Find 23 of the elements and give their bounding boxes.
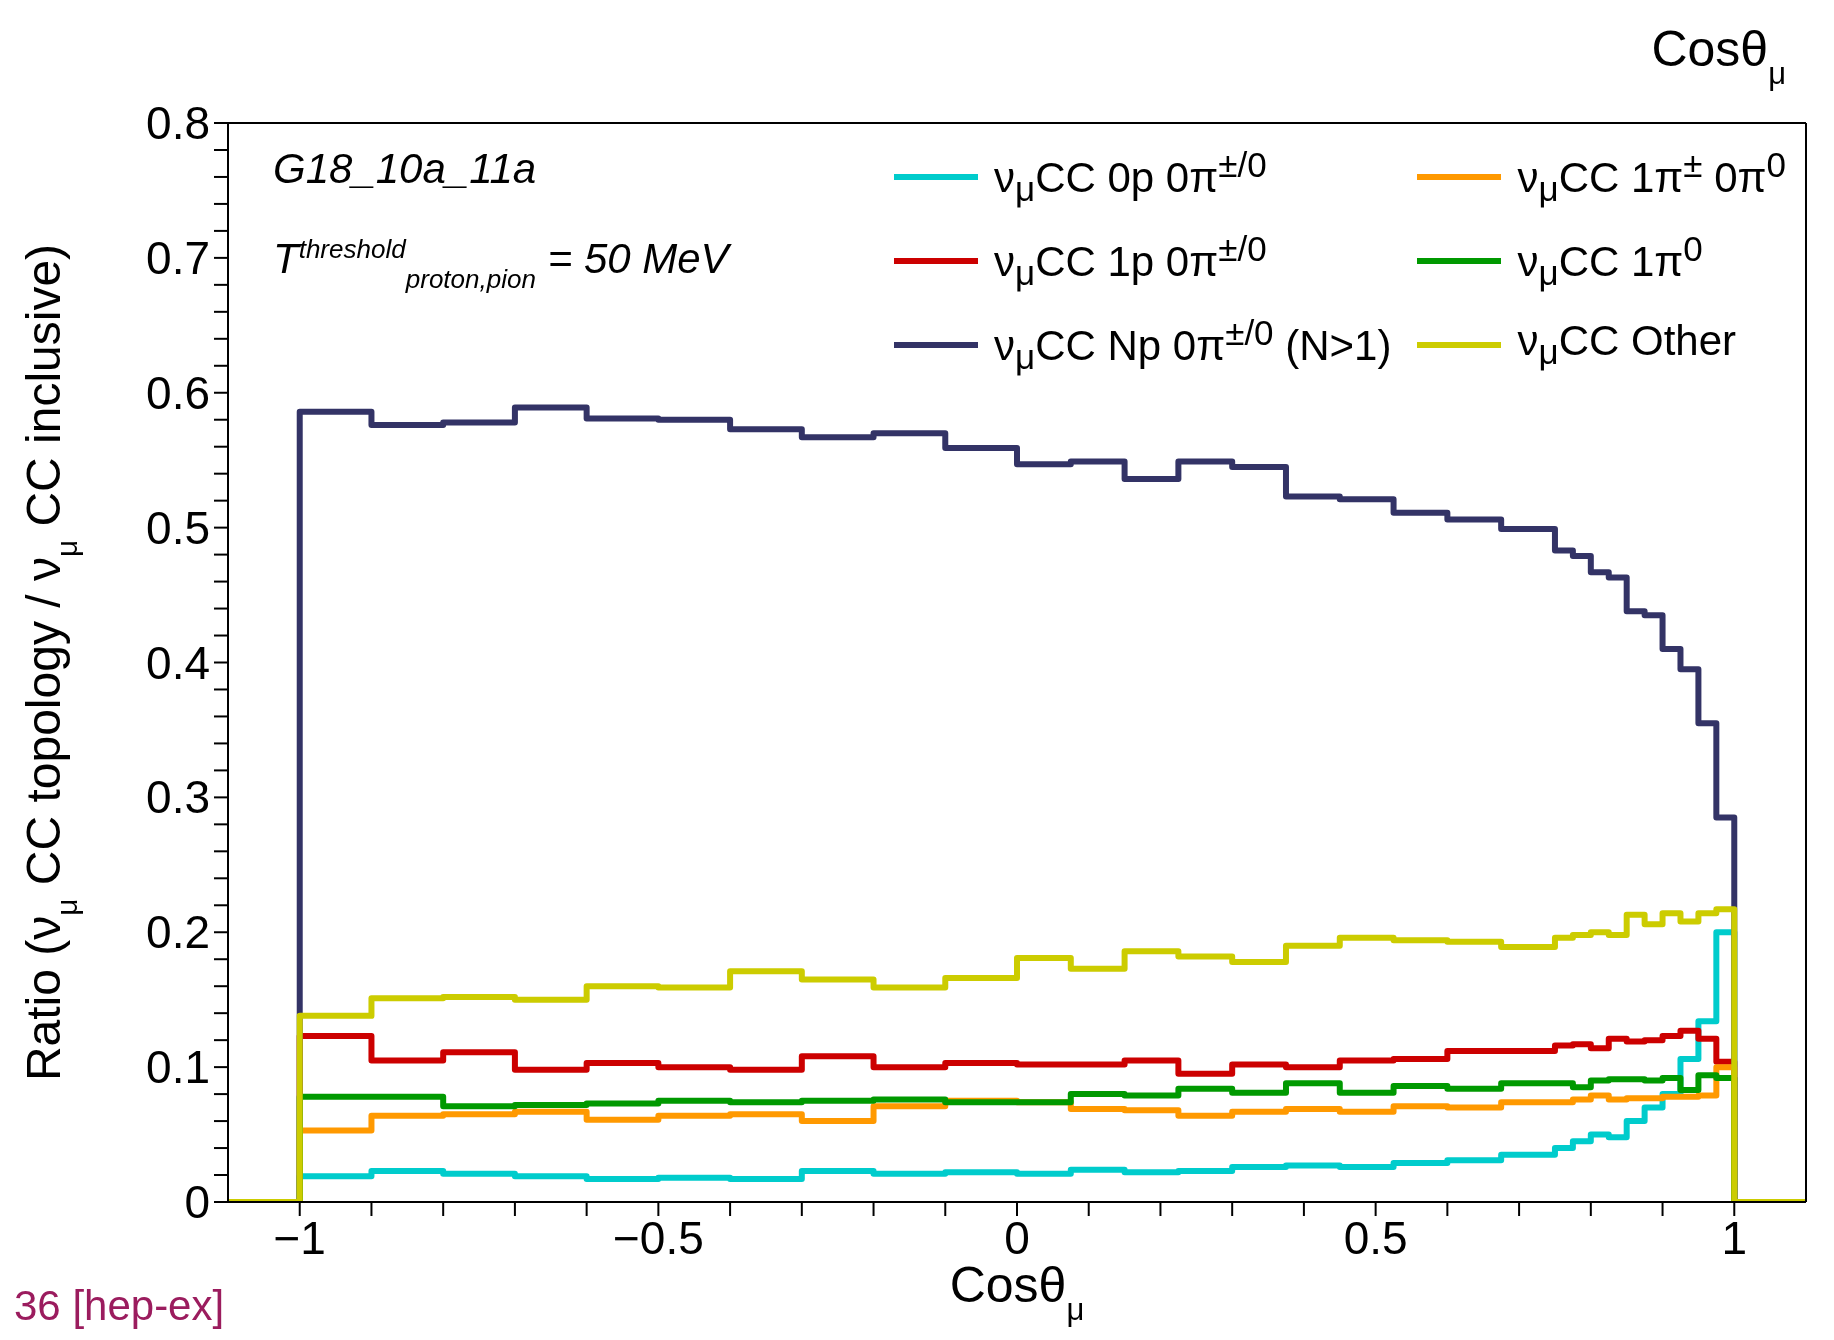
y-tick-label: 0.1 [146,1041,210,1094]
y-tick-label: 0.7 [146,231,210,284]
y-tick-label: 0.3 [146,771,210,824]
legend-label: ν$_{μ}$CC Np 0π$^{±/0}$ (N>1) [993,312,1392,378]
legend-label: ν$_{μ}$CC 1π$^{±}$ 0π$^{0}$ [1517,144,1786,210]
text: 36 [hep-ex] [14,1282,225,1329]
legend-label: ν$_{μ}$CC Other [1517,317,1736,373]
y-tick-label: 0 [184,1176,210,1228]
y-tick-label: 0.2 [146,906,210,959]
x-tick-label: −1 [273,1211,326,1264]
x-tick-label: 0.5 [1343,1211,1408,1264]
x-tick-label: 1 [1721,1211,1748,1264]
y-tick-label: 0.5 [146,501,210,554]
chart-title: Cosθ$_{μ}$ [1651,21,1786,91]
y-tick-label: 0.4 [146,636,210,689]
legend-label: ν$_{μ}$CC 1p 0π$^{±/0}$ [993,228,1267,294]
annotation: G18_10a_11a [273,145,537,192]
legend-label: ν$_{μ}$CC 1π$^{0}$ [1517,228,1703,294]
y-tick-label: 0.8 [146,97,210,149]
y-tick-label: 0.6 [146,366,210,419]
legend-label: ν$_{μ}$CC 0p 0π$^{±/0}$ [993,144,1267,210]
x-tick-label: −0.5 [612,1211,704,1264]
annotation: T$^{threshold}$$_{proton,pion}$ = 50 MeV [273,234,733,294]
